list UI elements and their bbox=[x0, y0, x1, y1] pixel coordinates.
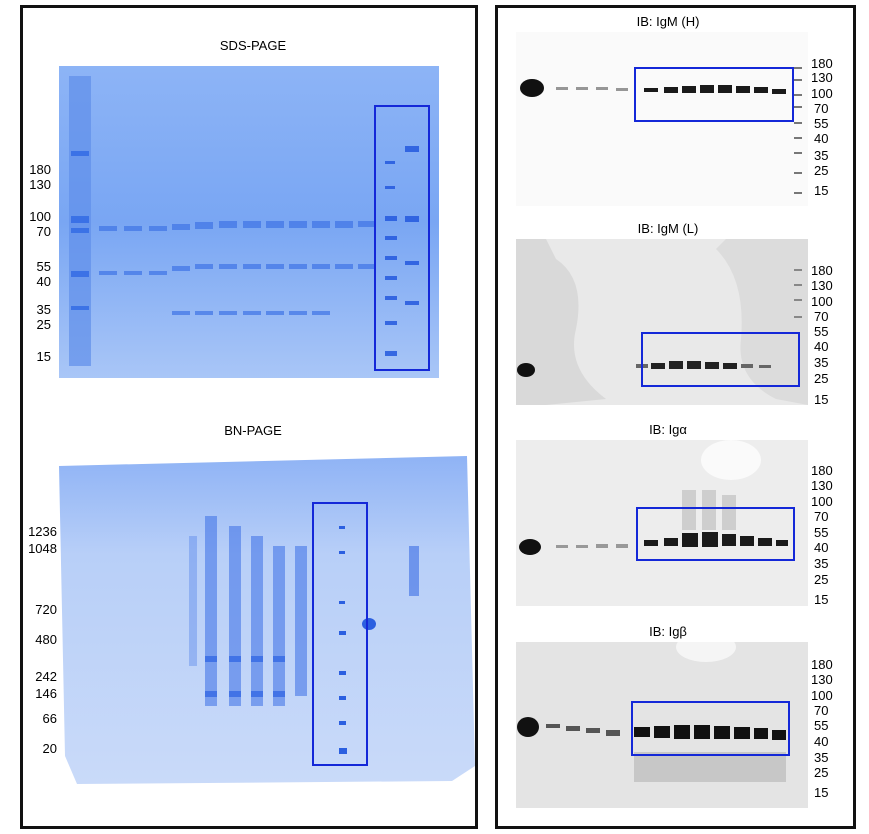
bn-marker-20: 20 bbox=[42, 741, 57, 756]
sds-marker-55: 55 bbox=[36, 259, 51, 274]
bn-marker-highlight-box bbox=[312, 502, 368, 766]
blot-igalpha-marker-100: 100 bbox=[811, 494, 833, 509]
gel-panel: SDS-PAGE 180 130 100 70 55 40 35 25 15 bbox=[20, 5, 478, 829]
blot-igbeta-marker-100: 100 bbox=[811, 688, 833, 703]
blot-igalpha-marker-130: 130 bbox=[811, 478, 833, 493]
blot-igalpha-marker-25: 25 bbox=[814, 572, 829, 587]
blot-panel: IB: IgM (H) 180 bbox=[495, 5, 856, 829]
blot-igm-l-marker-25: 25 bbox=[814, 371, 829, 386]
sds-marker-40: 40 bbox=[36, 274, 51, 289]
blot-igm-l-marker-55: 55 bbox=[814, 324, 829, 339]
blot-igbeta-image bbox=[516, 642, 808, 808]
blot-igm-h-box bbox=[634, 67, 794, 122]
sds-marker-15: 15 bbox=[36, 349, 51, 364]
blot-igm-l-image bbox=[516, 239, 808, 405]
blot-igbeta-marker-40: 40 bbox=[814, 734, 829, 749]
blot-igbeta-marker-180: 180 bbox=[811, 657, 833, 672]
bn-marker-720: 720 bbox=[35, 602, 57, 617]
blot-igbeta-marker-35: 35 bbox=[814, 750, 829, 765]
blot-igm-h-marker-180: 180 bbox=[811, 56, 833, 71]
sds-page-title: SDS-PAGE bbox=[219, 38, 287, 53]
blot-igm-l-box bbox=[641, 332, 800, 387]
blot-igalpha-box bbox=[636, 507, 795, 561]
blot-igbeta-title: IB: Igβ bbox=[649, 624, 687, 639]
blot-igbeta-marker-55: 55 bbox=[814, 718, 829, 733]
blot-igalpha-marker-180: 180 bbox=[811, 463, 833, 478]
bn-marker-1236: 1236 bbox=[28, 524, 57, 539]
blot-igm-h-title: IB: IgM (H) bbox=[636, 14, 700, 29]
blot-igm-l-marker-40: 40 bbox=[814, 339, 829, 354]
blot-igm-h-marker-70: 70 bbox=[814, 101, 829, 116]
blot-igbeta-box bbox=[631, 701, 790, 756]
blot-igalpha-marker-55: 55 bbox=[814, 525, 829, 540]
bn-marker-480: 480 bbox=[35, 632, 57, 647]
blot-igm-l-marker-100: 100 bbox=[811, 294, 833, 309]
bn-marker-1048: 1048 bbox=[28, 541, 57, 556]
blot-igm-h-marker-40: 40 bbox=[814, 131, 829, 146]
bn-page-gel-image bbox=[57, 456, 477, 786]
sds-marker-100: 100 bbox=[29, 209, 51, 224]
sds-marker-highlight-box bbox=[374, 105, 430, 371]
sds-marker-130: 130 bbox=[29, 177, 51, 192]
blot-igbeta-marker-70: 70 bbox=[814, 703, 829, 718]
blot-igbeta-marker-15: 15 bbox=[814, 785, 829, 800]
sds-marker-180: 180 bbox=[29, 162, 51, 177]
blot-igm-h-marker-25: 25 bbox=[814, 163, 829, 178]
blot-igm-l-marker-130: 130 bbox=[811, 278, 833, 293]
blot-igm-h-marker-130: 130 bbox=[811, 70, 833, 85]
blot-igm-l-title: IB: IgM (L) bbox=[637, 221, 699, 236]
blot-igalpha-marker-15: 15 bbox=[814, 592, 829, 607]
blot-igalpha-image bbox=[516, 440, 808, 606]
blot-igbeta-marker-25: 25 bbox=[814, 765, 829, 780]
bn-marker-242: 242 bbox=[35, 669, 57, 684]
bn-page-title: BN-PAGE bbox=[224, 423, 282, 438]
blot-igalpha-marker-40: 40 bbox=[814, 540, 829, 555]
bn-marker-146: 146 bbox=[35, 686, 57, 701]
blot-igm-h-marker-100: 100 bbox=[811, 86, 833, 101]
blot-igm-l-marker-35: 35 bbox=[814, 355, 829, 370]
blot-igm-h-image bbox=[516, 32, 808, 206]
blot-igalpha-marker-70: 70 bbox=[814, 509, 829, 524]
sds-marker-70: 70 bbox=[36, 224, 51, 239]
blot-igalpha-marker-35: 35 bbox=[814, 556, 829, 571]
blot-igm-l-marker-70: 70 bbox=[814, 309, 829, 324]
bn-marker-66: 66 bbox=[42, 711, 57, 726]
sds-marker-25: 25 bbox=[36, 317, 51, 332]
sds-marker-35: 35 bbox=[36, 302, 51, 317]
blot-igm-h-marker-15: 15 bbox=[814, 183, 829, 198]
blot-igm-l-marker-180: 180 bbox=[811, 263, 833, 278]
blot-igm-l-marker-15: 15 bbox=[814, 392, 829, 407]
blot-igm-h-marker-35: 35 bbox=[814, 148, 829, 163]
blot-igm-h-marker-55: 55 bbox=[814, 116, 829, 131]
blot-igbeta-marker-130: 130 bbox=[811, 672, 833, 687]
blot-igalpha-title: IB: Igα bbox=[649, 422, 687, 437]
